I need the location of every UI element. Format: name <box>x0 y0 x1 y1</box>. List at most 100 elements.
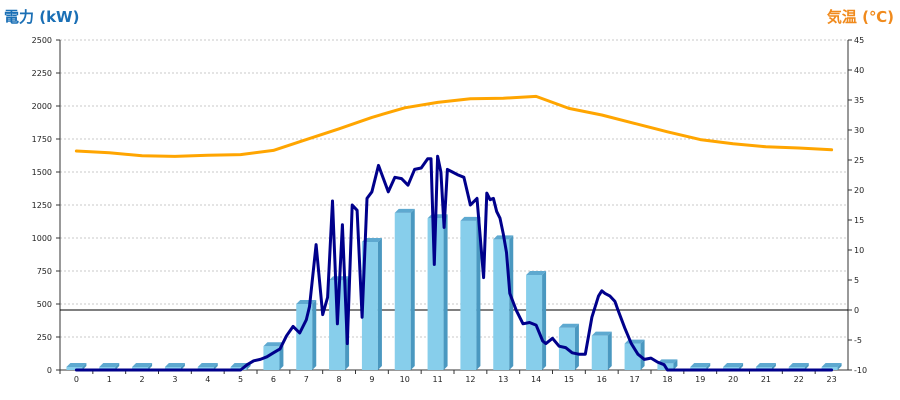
power-bar-top <box>755 363 776 367</box>
left-axis-title: 電力 (kW) <box>4 8 80 26</box>
power-bar-side <box>180 363 185 370</box>
left-tick-label: 1500 <box>32 168 52 177</box>
right-axis-title: 気温 (℃) <box>826 8 894 26</box>
x-tick-label: 9 <box>369 375 374 384</box>
power-bar-top <box>821 363 842 367</box>
power-bar-top <box>657 359 678 364</box>
power-bar-top <box>263 342 284 347</box>
x-tick-label: 15 <box>564 375 574 384</box>
x-tick-label: 16 <box>597 375 607 384</box>
right-tick-label: 15 <box>854 216 864 225</box>
power-bar-top <box>526 270 547 275</box>
power-bar-side <box>804 363 809 370</box>
x-tick-label: 19 <box>695 375 705 384</box>
power-bar-side <box>640 339 645 370</box>
power-bar-side <box>377 237 382 370</box>
power-bar-side <box>771 363 776 370</box>
right-tick-label: -5 <box>854 336 862 345</box>
power-bar <box>394 212 411 370</box>
power-bar-side <box>574 323 579 370</box>
power-bar <box>460 220 477 370</box>
power-bar <box>526 274 543 370</box>
x-tick-label: 12 <box>465 375 475 384</box>
power-bar-top <box>66 363 87 367</box>
x-tick-label: 1 <box>107 375 112 384</box>
x-tick-label: 17 <box>629 375 639 384</box>
power-bar-top <box>460 216 481 221</box>
x-tick-label: 18 <box>662 375 672 384</box>
power-bar-top <box>591 331 612 336</box>
left-tick-label: 1000 <box>32 234 52 243</box>
power-bar-side <box>837 363 842 370</box>
power-bar <box>66 367 83 370</box>
power-bar-top <box>197 363 218 367</box>
x-tick-label: 13 <box>498 375 508 384</box>
power-bar-side <box>410 208 415 370</box>
power-bar-side <box>476 216 481 370</box>
x-tick-label: 23 <box>826 375 836 384</box>
x-tick-label: 0 <box>74 375 79 384</box>
power-bar-top <box>132 363 153 367</box>
right-tick-label: 40 <box>854 66 864 75</box>
power-bar <box>493 239 510 370</box>
left-tick-label: 2250 <box>32 69 52 78</box>
x-tick-label: 11 <box>432 375 442 384</box>
power-bar-top <box>723 363 744 367</box>
x-tick-label: 22 <box>794 375 804 384</box>
x-tick-label: 20 <box>728 375 738 384</box>
left-tick-label: 750 <box>37 267 52 276</box>
power-bar-side <box>312 300 317 370</box>
right-tick-label: -10 <box>854 366 867 375</box>
power-bar-side <box>509 235 514 370</box>
left-tick-label: 2000 <box>32 102 52 111</box>
right-tick-label: 20 <box>854 186 864 195</box>
x-tick-label: 6 <box>271 375 276 384</box>
right-tick-label: 25 <box>854 156 864 165</box>
x-tick-label: 5 <box>238 375 243 384</box>
power-bar-top <box>788 363 809 367</box>
x-tick-label: 21 <box>761 375 771 384</box>
power-bar-top <box>99 363 120 367</box>
x-tick-label: 10 <box>400 375 410 384</box>
power-bar-side <box>706 363 711 370</box>
power-bar <box>361 241 378 370</box>
power-bar-side <box>82 363 87 370</box>
left-tick-label: 2500 <box>32 36 52 45</box>
power-bar <box>296 304 313 370</box>
power-bar-top <box>164 363 185 367</box>
power-bar-top <box>558 323 579 328</box>
power-bar-side <box>115 363 120 370</box>
power-bar <box>591 335 608 370</box>
power-bar-top <box>394 208 415 213</box>
right-tick-label: 0 <box>854 306 859 315</box>
temperature-line <box>74 94 834 158</box>
power-bar-side <box>673 359 678 370</box>
right-tick-label: 30 <box>854 126 864 135</box>
right-tick-label: 10 <box>854 246 864 255</box>
power-bar-top <box>690 363 711 367</box>
right-tick-label: 45 <box>854 36 864 45</box>
power-bar-side <box>607 331 612 370</box>
left-tick-label: 1750 <box>32 135 52 144</box>
x-tick-label: 7 <box>304 375 309 384</box>
x-tick-label: 2 <box>140 375 145 384</box>
right-tick-label: 35 <box>854 96 864 105</box>
left-tick-label: 0 <box>47 366 52 375</box>
power-bar-side <box>148 363 153 370</box>
power-bar-top <box>361 237 382 242</box>
left-tick-label: 1250 <box>32 201 52 210</box>
power-line <box>74 154 834 372</box>
left-tick-label: 250 <box>37 333 52 342</box>
power-bar-side <box>739 363 744 370</box>
right-tick-label: 5 <box>854 276 859 285</box>
x-tick-label: 8 <box>337 375 342 384</box>
x-tick-label: 4 <box>205 375 210 384</box>
power-bar-side <box>213 363 218 370</box>
x-tick-label: 14 <box>531 375 541 384</box>
power-bar-side <box>542 270 547 370</box>
left-tick-label: 500 <box>37 300 52 309</box>
power-bar <box>427 218 444 370</box>
x-tick-label: 3 <box>172 375 177 384</box>
